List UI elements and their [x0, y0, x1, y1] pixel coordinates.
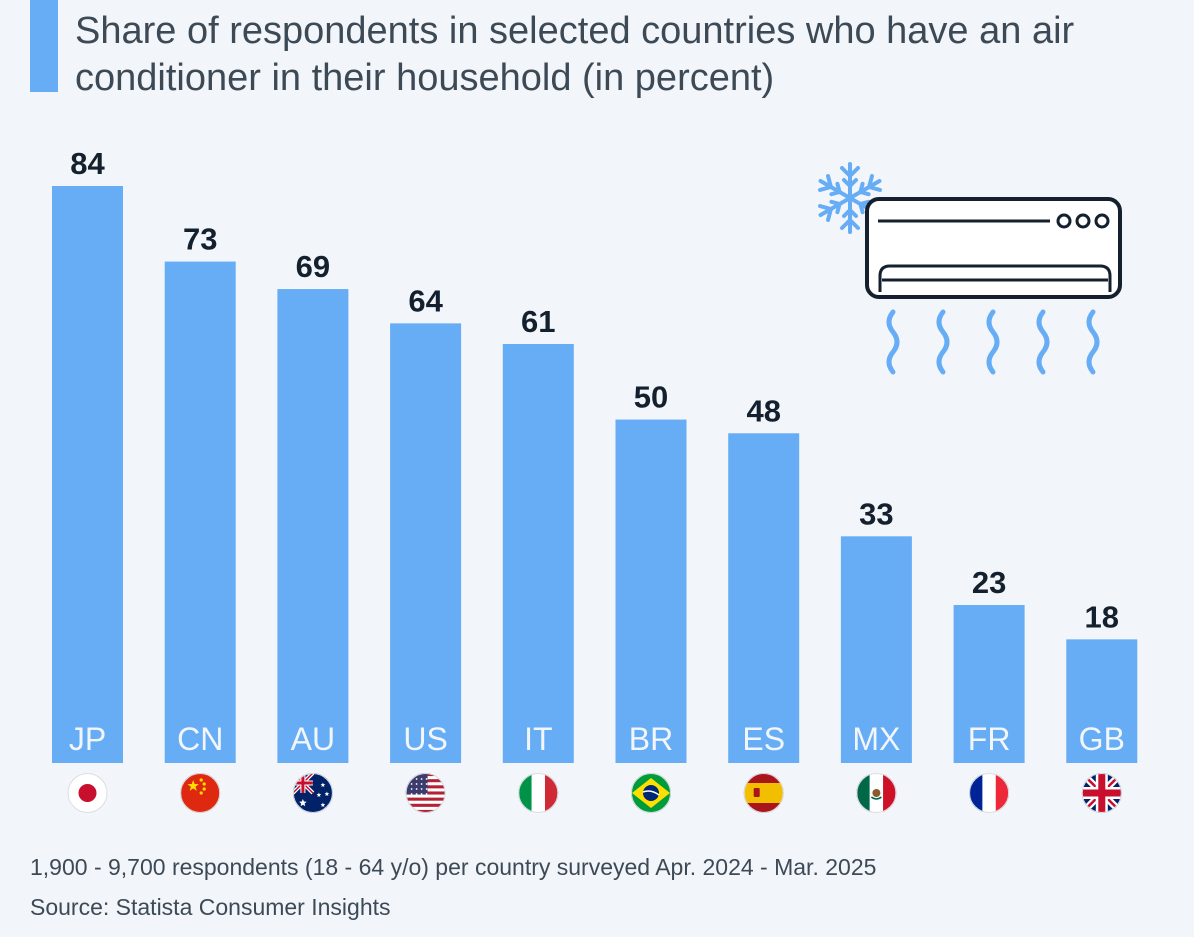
category-label: US: [403, 721, 447, 757]
category-label: AU: [291, 721, 335, 757]
category-label: GB: [1079, 721, 1125, 757]
source-note: Source: Statista Consumer Insights: [30, 894, 391, 920]
air-wave: [986, 309, 1000, 375]
bar-chart: 84 JP 73 CN 69 AU 64 US 61 IT 50 BR 48 ES 33 MX 23 FR 18 GB: [52, 146, 1138, 813]
value-label: 69: [296, 249, 330, 284]
air-wave: [886, 309, 900, 375]
flag-outline: [67, 773, 108, 813]
category-label: CN: [177, 721, 223, 757]
air-wave: [1086, 309, 1100, 375]
bar-jp: [52, 186, 123, 763]
value-label: 61: [521, 304, 555, 339]
spain-flag-icon: [743, 773, 784, 813]
category-label: IT: [524, 721, 552, 757]
bar-au: [277, 289, 349, 763]
survey-note: 1,900 - 9,700 respondents (18 - 64 y/o) …: [30, 854, 877, 880]
brazil-flag-icon: [631, 773, 671, 813]
bar-mx: [840, 536, 912, 763]
value-label: 50: [634, 380, 668, 415]
value-label: 84: [70, 146, 105, 181]
ac-indicator-light: [1056, 213, 1072, 229]
flag-outline: [518, 773, 559, 813]
bar-es: [728, 433, 800, 763]
category-label: ES: [742, 721, 785, 757]
ac-unit-body: [865, 197, 1122, 299]
air-wave: [936, 309, 950, 375]
bar-cn: [164, 261, 236, 763]
bars-layer: 84 JP 73 CN 69 AU 64 US 61 IT 50 BR 48 ES 33 MX 23 FR 18 GB: [52, 146, 1138, 763]
title-accent-bar: [30, 0, 58, 92]
bar-gb: [1066, 639, 1138, 763]
bar-fr: [953, 605, 1025, 763]
category-label: FR: [968, 721, 1011, 757]
value-label: 64: [408, 283, 443, 318]
category-label: MX: [852, 721, 900, 757]
value-label: 48: [746, 393, 780, 428]
value-label: 33: [859, 496, 893, 531]
usa-flag-icon: [405, 773, 446, 813]
flag-outline: [856, 773, 897, 813]
ac-vent: [878, 264, 1112, 292]
bar-it: [502, 343, 574, 763]
ac-indicator-light: [1075, 213, 1091, 229]
category-label: BR: [629, 721, 673, 757]
flag-outline: [292, 773, 333, 813]
flag-outline: [743, 773, 784, 813]
category-label: JP: [69, 721, 106, 757]
snowflake-icon: [814, 162, 886, 234]
japan-flag-icon: [67, 773, 108, 813]
uk-flag-icon: [1081, 773, 1122, 813]
ac-indicator-light: [1094, 213, 1110, 229]
air-conditioner-icon: [814, 162, 1122, 375]
air-wave: [1036, 309, 1050, 375]
value-label: 73: [183, 222, 217, 257]
bar-us: [390, 323, 462, 763]
chart-title: Share of respondents in selected countri…: [75, 10, 1075, 99]
flag-outline: [1081, 773, 1122, 813]
bar-br: [615, 419, 687, 763]
flags-layer: [67, 773, 1122, 813]
flag-outline: [180, 773, 221, 813]
flag-outline: [969, 773, 1010, 813]
flag-outline: [405, 773, 446, 813]
value-label: 23: [972, 565, 1006, 600]
flag-outline: [631, 773, 671, 813]
china-flag-icon: [180, 773, 221, 813]
value-label: 18: [1085, 599, 1119, 634]
